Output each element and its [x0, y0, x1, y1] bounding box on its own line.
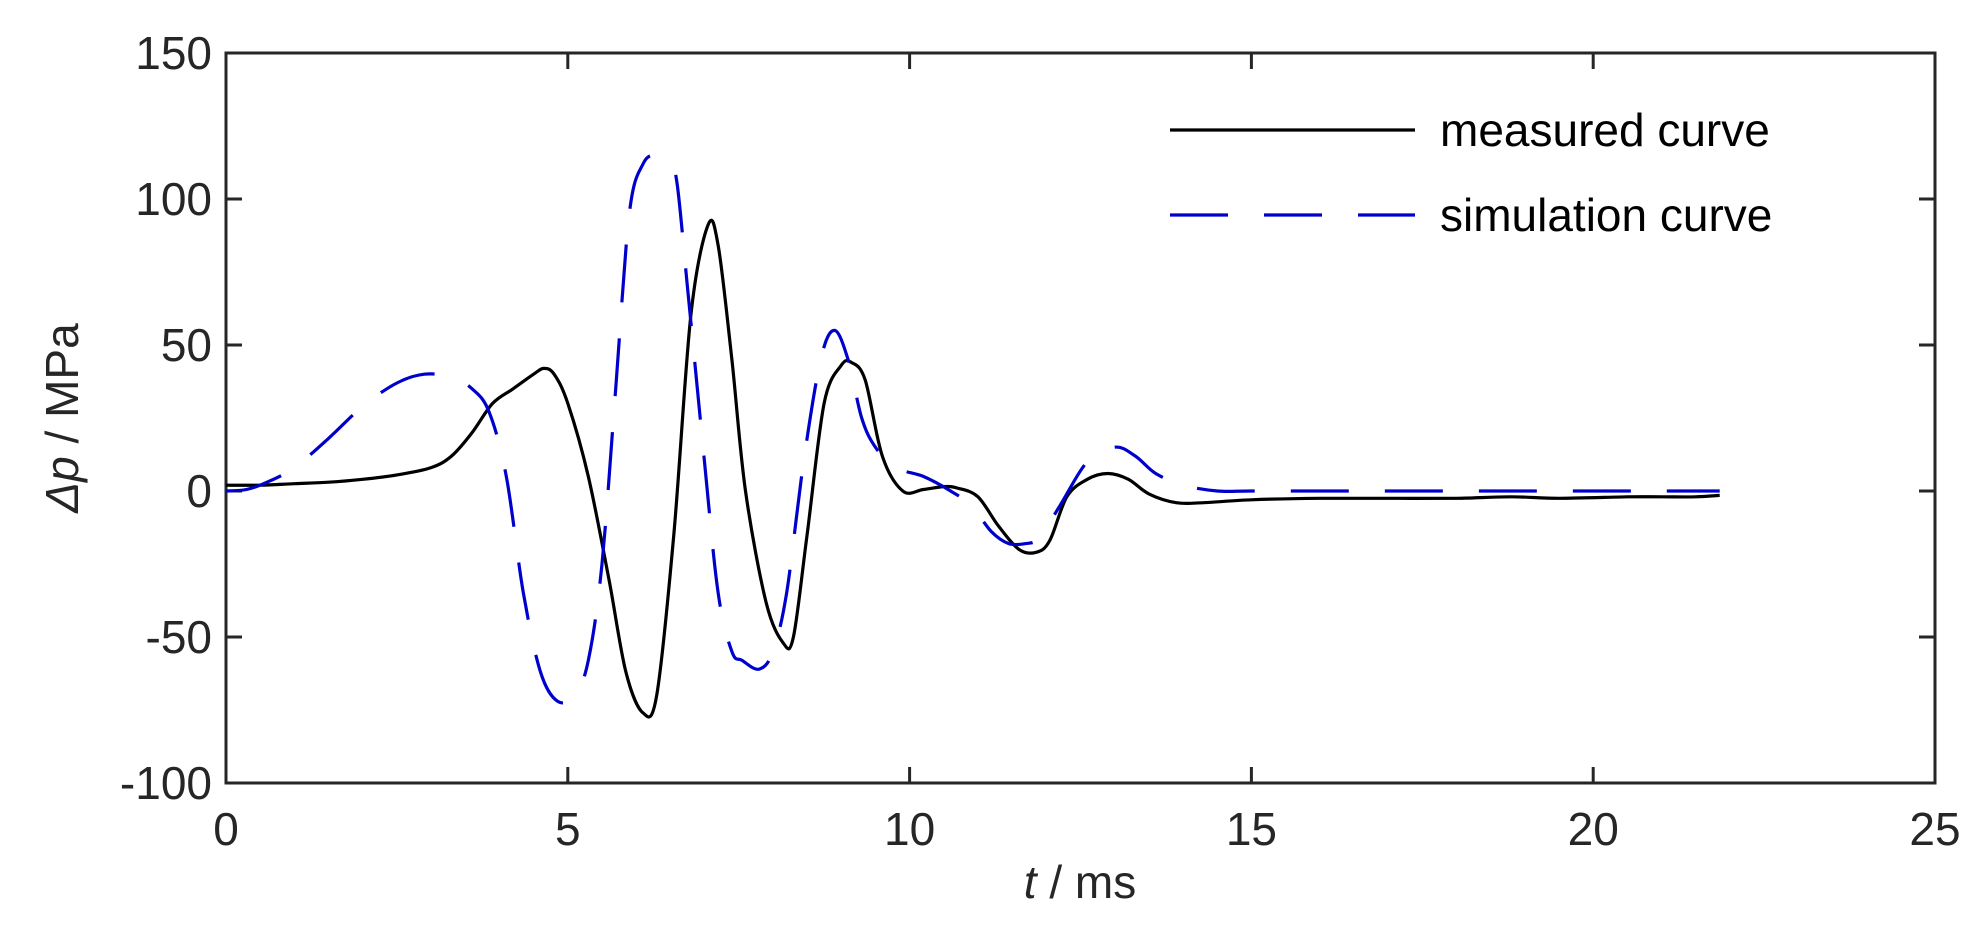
axis-ticks: 0 5 10 15 20 25 -100 -50 0 50 100 150	[120, 27, 1961, 855]
x-tick-label: 15	[1226, 803, 1277, 855]
x-axis-label-unit: / ms	[1037, 856, 1137, 908]
y-tick-label: 150	[135, 27, 212, 79]
y-axis-label: Δp / MPa	[36, 323, 88, 514]
x-tick-label: 5	[555, 803, 581, 855]
y-tick-label: 50	[161, 319, 212, 371]
x-tick-label: 0	[213, 803, 239, 855]
x-tick-label: 10	[884, 803, 935, 855]
y-axis-label-unit: / MPa	[36, 323, 88, 456]
x-axis-label: t / ms	[1024, 856, 1136, 908]
y-axis-label-var: p	[36, 456, 88, 484]
series-layer	[225, 153, 1720, 719]
y-tick-label: -100	[120, 757, 212, 809]
legend-label-measured: measured curve	[1440, 104, 1770, 156]
legend: measured curve simulation curve	[1170, 104, 1772, 241]
legend-label-simulation: simulation curve	[1440, 189, 1772, 241]
x-tick-label: 20	[1568, 803, 1619, 855]
y-tick-label: 100	[135, 173, 212, 225]
series-line-simulation	[225, 153, 1720, 705]
x-tick-label: 25	[1909, 803, 1960, 855]
y-tick-label: -50	[146, 611, 212, 663]
plot-frame	[224, 51, 1937, 785]
y-tick-label: 0	[186, 465, 212, 517]
series-line-measured	[225, 218, 1720, 719]
x-axis-label-var: t	[1024, 856, 1039, 908]
y-axis-label-prefix: Δ	[36, 482, 88, 514]
